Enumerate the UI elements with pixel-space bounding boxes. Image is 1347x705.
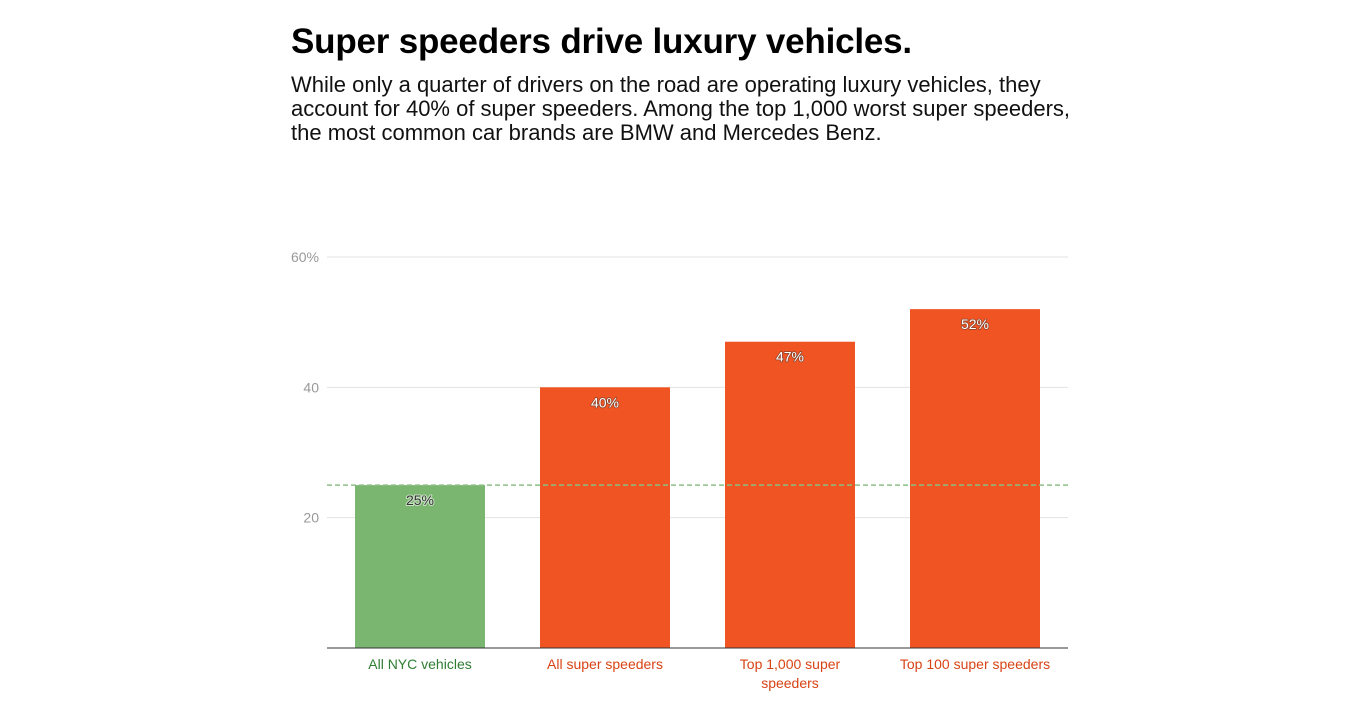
x-tick-label: All super speeders: [547, 656, 663, 672]
bar-value-label: 47%: [776, 349, 804, 365]
bar: [725, 341, 855, 648]
category-labels: All NYC vehicles All super speeders Top 1,…: [368, 656, 1050, 691]
bar-value-label: 40%: [591, 394, 619, 410]
bar: [910, 309, 1040, 648]
x-tick-label: Top 1,000 super: [740, 656, 841, 672]
y-tick-label: 20: [303, 510, 319, 526]
bar: [540, 387, 670, 648]
chart-subtitle: While only a quarter of drivers on the r…: [291, 72, 1071, 145]
y-axis-ticks: 20 40 60%: [291, 249, 319, 526]
bars: [355, 309, 1040, 648]
y-tick-label: 60%: [291, 249, 319, 265]
y-tick-label: 40: [303, 379, 319, 395]
value-labels: 25% 40% 47% 52%: [405, 315, 990, 509]
x-tick-label: Top 100 super speeders: [900, 656, 1050, 672]
x-tick-label: All NYC vehicles: [368, 656, 471, 672]
bar: [355, 485, 485, 648]
bar-value-label: 52%: [961, 316, 989, 332]
x-tick-label: speeders: [761, 675, 819, 691]
chart-title: Super speeders drive luxury vehicles.: [291, 22, 912, 61]
bar-value-label: 25%: [406, 492, 434, 508]
